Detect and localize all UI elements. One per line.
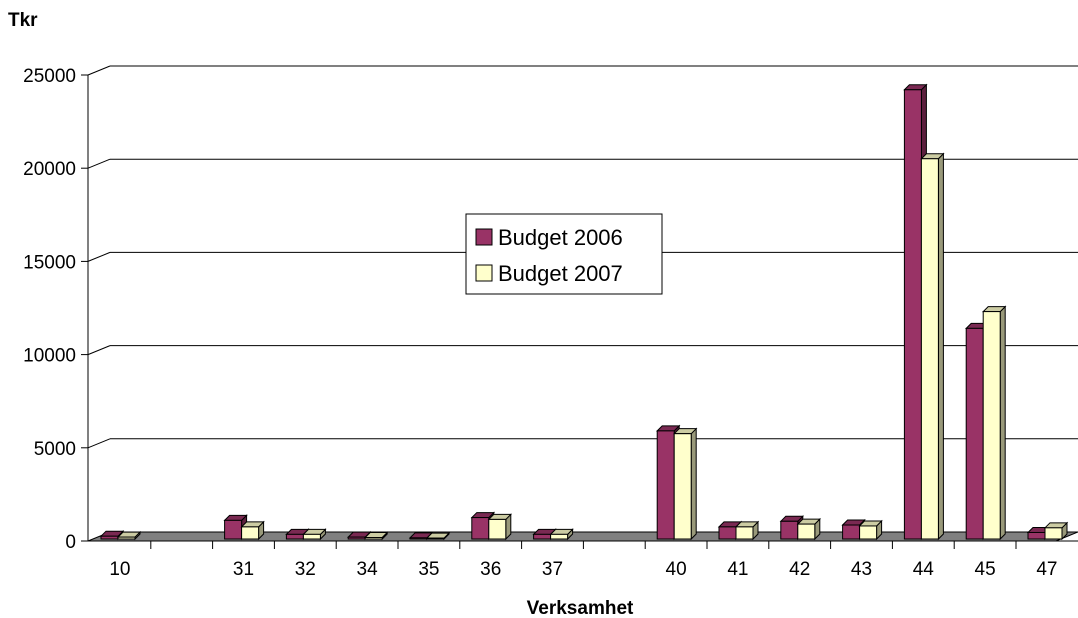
y-tick-label: 10000 (23, 346, 76, 367)
x-axis-title: Verksamhet (527, 598, 634, 618)
bar-budget-2007-40 (672, 427, 698, 541)
bars (99, 83, 1069, 541)
gridline-side (87, 65, 111, 76)
x-tick-label: 36 (480, 559, 501, 580)
bar-budget-2007-35 (425, 531, 451, 541)
legend: Budget 2006 Budget 2007 (465, 213, 663, 295)
y-tick-label: 5000 (34, 439, 76, 460)
y-axis: 0 5000 10000 15000 20000 25000 (23, 66, 89, 553)
legend-swatch (475, 228, 493, 246)
bar-budget-2007-31 (240, 520, 265, 541)
gridline-side (87, 158, 111, 169)
bar-budget-2007-34 (363, 531, 389, 541)
gridline-side (87, 438, 111, 449)
x-tick-label: 10 (109, 559, 130, 580)
bar-budget-2007-32 (302, 528, 327, 541)
x-tick-label: 41 (727, 559, 748, 580)
bar-budget-2007-36 (487, 513, 513, 541)
y-axis-title: Tkr (8, 10, 38, 31)
y-tick-label: 0 (65, 532, 76, 553)
y-tick-label: 25000 (23, 66, 76, 87)
x-tick-label: 43 (851, 559, 872, 580)
x-tick-label: 31 (233, 559, 254, 580)
x-tick-label: 34 (357, 559, 379, 580)
legend-box (465, 213, 663, 295)
x-tick-label: 44 (913, 559, 935, 580)
y-tick-label: 15000 (23, 252, 76, 273)
x-axis: 10 31 32 34 35 36 37 40 41 42 43 44 45 47 (88, 540, 1078, 580)
bar-budget-2007-43 (858, 519, 883, 541)
y-tick-label: 20000 (23, 159, 76, 180)
x-tick-label: 47 (1036, 559, 1057, 580)
bar-budget-2007-44 (920, 152, 945, 541)
x-tick-label: 35 (418, 559, 439, 580)
bar-budget-2007-41 (734, 520, 760, 541)
legend-swatch (475, 264, 493, 282)
legend-label: Budget 2006 (498, 225, 623, 250)
bar-budget-2007-42 (796, 517, 822, 541)
x-tick-label: 45 (975, 559, 996, 580)
x-tick-label: 40 (666, 559, 687, 580)
x-tick-label: 42 (789, 559, 810, 580)
bar-budget-2007-10 (116, 530, 142, 541)
x-tick-label: 37 (542, 559, 563, 580)
x-tick-label: 32 (295, 559, 316, 580)
bar-budget-2007-37 (549, 528, 574, 541)
gridline-side (87, 251, 111, 262)
gridline-side (87, 345, 111, 356)
bar-budget-2007-45 (981, 305, 1007, 541)
legend-label: Budget 2007 (498, 261, 623, 286)
bar-budget-2007-47 (1043, 521, 1069, 541)
